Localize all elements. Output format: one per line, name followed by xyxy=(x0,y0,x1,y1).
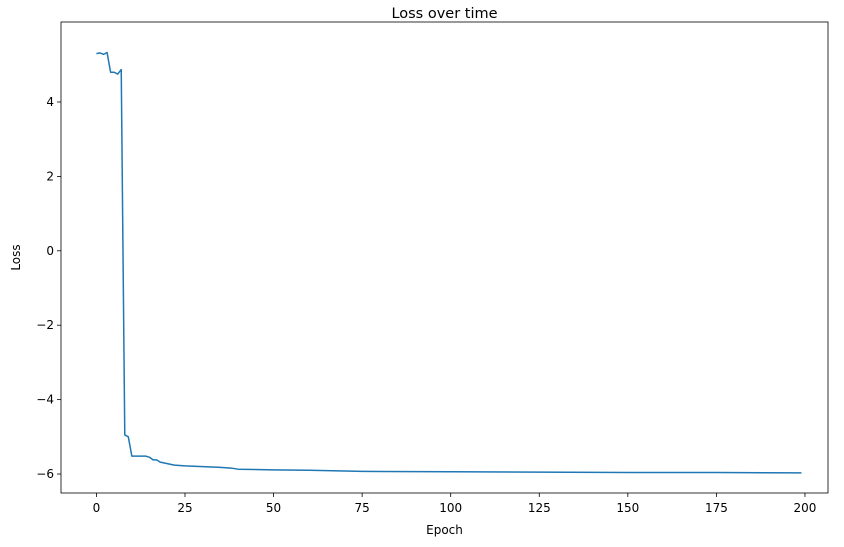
x-tick-label: 50 xyxy=(266,501,281,515)
plot-frame xyxy=(60,21,829,494)
x-tick-label: 125 xyxy=(528,501,551,515)
x-tick-label: 200 xyxy=(794,501,817,515)
x-axis-label: Epoch xyxy=(426,523,463,537)
line xyxy=(96,51,802,474)
x-tick-label: 0 xyxy=(93,501,101,515)
x-tick-label: 75 xyxy=(354,501,369,515)
chart-title: Loss over time xyxy=(391,6,497,22)
y-tick-label: 2 xyxy=(46,169,54,183)
y-tick-label: 4 xyxy=(46,95,54,109)
y-tick-label: 0 xyxy=(46,244,54,258)
x-tick-label: 150 xyxy=(616,501,639,515)
y-tick-label: −6 xyxy=(36,467,54,481)
y-tick-label: −2 xyxy=(36,318,54,332)
y-tick-label: −4 xyxy=(36,393,54,407)
x-tick-label: 100 xyxy=(439,501,462,515)
x-tick-label: 175 xyxy=(705,501,728,515)
y-axis-label: Loss xyxy=(9,244,23,270)
x-tick-label: 25 xyxy=(177,501,192,515)
